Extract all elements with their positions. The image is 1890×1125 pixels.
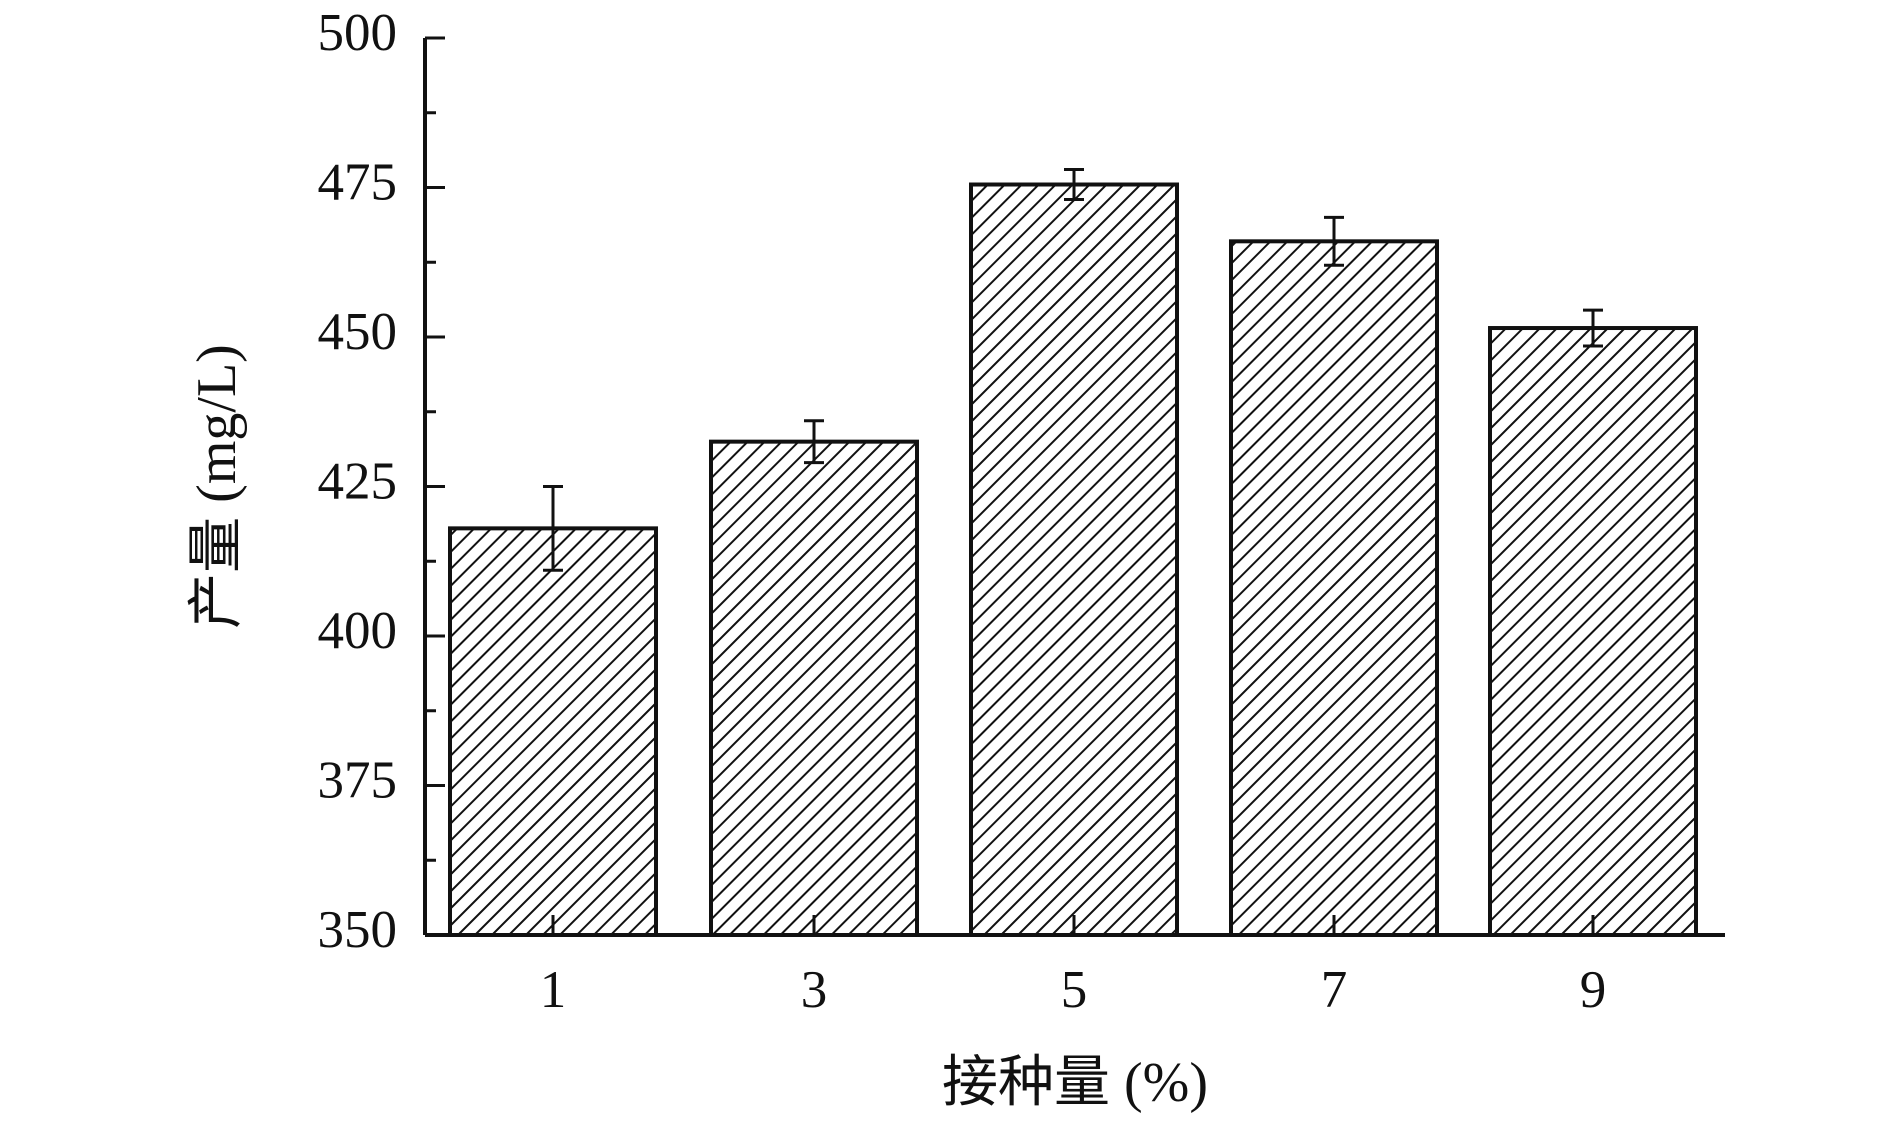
x-tick-label: 3 [801,961,828,1019]
bar-3 [709,439,919,937]
x-tick-label: 9 [1580,961,1607,1019]
y-ticks-layer: 350 375 400 425 450 475 500 [318,4,445,959]
error-bar-1 [543,485,563,572]
x-tick-label: 5 [1061,961,1088,1019]
bar-9 [1488,326,1698,937]
y-tick-label: 350 [318,901,398,959]
y-tick-label: 475 [318,154,398,212]
bar-1 [448,526,658,937]
bar-5 [969,182,1179,937]
y-tick-label: 375 [318,752,398,810]
x-ticks-layer: 1 3 5 7 9 [540,915,1607,1019]
y-tick-label: 450 [318,303,398,361]
error-bar-9 [1583,308,1603,348]
x-axis-title: 接种量 (%) [942,1052,1208,1114]
x-tick-label: 7 [1321,961,1348,1019]
y-axis-title: 产量 (mg/L) [186,344,248,629]
error-bar-5 [1064,168,1084,201]
error-bar-7 [1324,215,1344,267]
y-tick-label: 500 [318,4,398,62]
y-tick-label: 425 [318,453,398,511]
error-bar-3 [804,419,824,465]
y-tick-label: 400 [318,602,398,660]
bar-7 [1229,239,1439,937]
error-bars-layer [543,168,1603,572]
x-tick-label: 1 [540,961,567,1019]
bars-layer [448,182,1698,937]
